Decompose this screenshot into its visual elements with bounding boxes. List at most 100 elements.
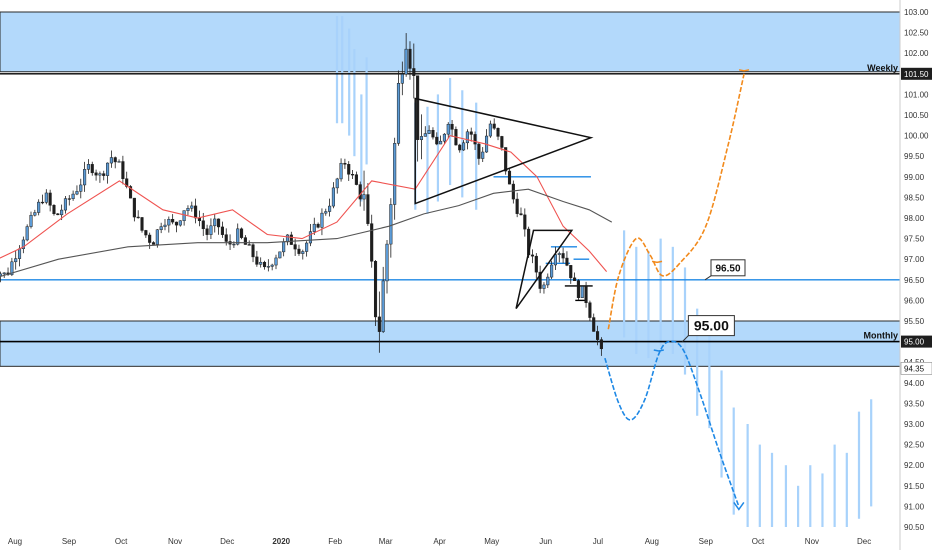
x-tick-label: Oct xyxy=(115,537,128,546)
candle-body xyxy=(400,73,404,84)
y-axis-marker-label: 101.50 xyxy=(904,70,929,79)
callout-box-96-50[interactable] xyxy=(710,259,746,277)
candle-body xyxy=(52,205,56,215)
y-tick-label: 102.50 xyxy=(904,29,929,38)
candle-body xyxy=(396,83,401,144)
candle-body xyxy=(144,230,148,236)
y-tick-label: 103.00 xyxy=(904,8,929,17)
volume-bar xyxy=(341,16,344,124)
volume-bar xyxy=(833,444,836,527)
y-tick-label: 97.00 xyxy=(904,255,925,264)
volume-bar xyxy=(784,465,788,527)
volume-bar xyxy=(623,230,626,338)
volume-bar xyxy=(348,28,351,136)
volume-bar xyxy=(732,407,735,515)
candle-body xyxy=(182,210,186,222)
x-tick-label: Apr xyxy=(433,537,446,546)
candle-body xyxy=(48,192,52,206)
candle-body xyxy=(148,234,152,243)
candle-body xyxy=(190,205,194,209)
small-triangle[interactable] xyxy=(515,229,574,310)
candle-body xyxy=(83,169,87,186)
candle-body xyxy=(546,276,550,286)
symmetrical-triangle[interactable] xyxy=(414,97,594,205)
candle-body xyxy=(98,173,102,176)
candle-body xyxy=(561,253,565,259)
candle-body xyxy=(213,218,217,227)
candle-body xyxy=(565,257,569,266)
candle-body xyxy=(481,151,485,159)
x-tick-label: Aug xyxy=(645,537,659,546)
candle-body xyxy=(370,223,374,262)
volume-bar xyxy=(758,444,761,527)
candle-body xyxy=(335,178,339,189)
candle-body xyxy=(155,229,159,245)
candle-body xyxy=(366,194,370,224)
y-tick-label: 93.00 xyxy=(904,420,925,429)
volume-bar xyxy=(683,267,687,375)
candle-body xyxy=(347,164,351,175)
candle-body xyxy=(247,244,251,246)
callout-leader xyxy=(704,275,712,281)
candle-body xyxy=(324,211,328,214)
y-tick-label: 101.00 xyxy=(904,90,929,99)
candle-body xyxy=(217,218,221,228)
x-tick-label: Jul xyxy=(593,537,603,546)
candle-body xyxy=(243,237,247,245)
y-tick-label: 91.50 xyxy=(904,482,925,491)
x-tick-label: 2020 xyxy=(272,537,290,546)
volume-bar xyxy=(365,57,368,165)
candle-body xyxy=(308,231,313,244)
volume-bar xyxy=(809,465,812,527)
volume-bar xyxy=(746,424,749,527)
volume-bar xyxy=(426,106,429,214)
volume-bar xyxy=(720,370,723,478)
candle-body xyxy=(44,192,48,203)
y-tick-label: 98.00 xyxy=(904,214,925,223)
candle-body xyxy=(500,136,504,148)
candle-body xyxy=(446,123,450,135)
candle-body xyxy=(171,218,175,223)
candle-body xyxy=(431,129,435,138)
volume-bar xyxy=(475,102,478,210)
candle-body xyxy=(232,243,236,246)
candle-body xyxy=(282,241,286,253)
candle-body xyxy=(496,127,500,137)
callout-box-95-00[interactable] xyxy=(687,315,735,337)
candle-body xyxy=(538,271,542,289)
y-tick-label: 95.50 xyxy=(904,317,925,326)
candle-body xyxy=(354,174,358,185)
candle-body xyxy=(10,261,14,275)
candle-body xyxy=(381,280,385,332)
candle-body xyxy=(86,164,90,170)
candle-body xyxy=(125,178,129,187)
candle-body xyxy=(178,220,182,226)
candle-body xyxy=(128,186,133,199)
volume-bar xyxy=(821,473,824,527)
candle-body xyxy=(519,213,523,216)
price-axis[interactable] xyxy=(900,0,932,550)
arrowhead-icon xyxy=(733,501,745,511)
candle-body xyxy=(67,198,71,200)
y-tick-label: 92.00 xyxy=(904,461,925,470)
orange-bull-path[interactable] xyxy=(607,73,745,330)
candle-body xyxy=(576,280,580,298)
candle-body xyxy=(63,198,68,211)
blue-bear-path[interactable] xyxy=(604,340,740,507)
y-tick-label: 100.50 xyxy=(904,111,929,120)
x-tick-label: Nov xyxy=(168,537,182,546)
candle-body xyxy=(592,317,596,332)
candle-body xyxy=(270,264,274,267)
candle-body xyxy=(553,254,557,266)
candle-body xyxy=(385,243,389,282)
volume-bar xyxy=(671,246,674,354)
candle-body xyxy=(29,214,33,227)
y-axis-marker-95-00 xyxy=(901,335,932,348)
volume-bar xyxy=(360,94,363,202)
candle-body xyxy=(293,244,297,250)
candle-body xyxy=(450,123,454,130)
candle-body xyxy=(488,123,492,137)
candle-body xyxy=(197,217,201,222)
volume-bar xyxy=(870,399,873,507)
candle-body xyxy=(435,136,439,145)
